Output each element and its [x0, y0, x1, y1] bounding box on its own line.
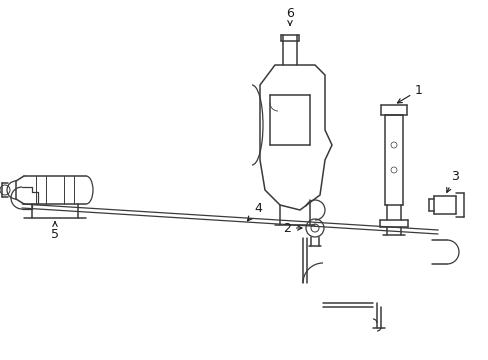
Text: 6: 6: [285, 6, 293, 25]
Text: 5: 5: [51, 222, 59, 240]
Text: 2: 2: [283, 221, 302, 234]
Text: 3: 3: [446, 170, 458, 192]
Text: 1: 1: [397, 84, 422, 103]
Text: 4: 4: [247, 202, 262, 221]
